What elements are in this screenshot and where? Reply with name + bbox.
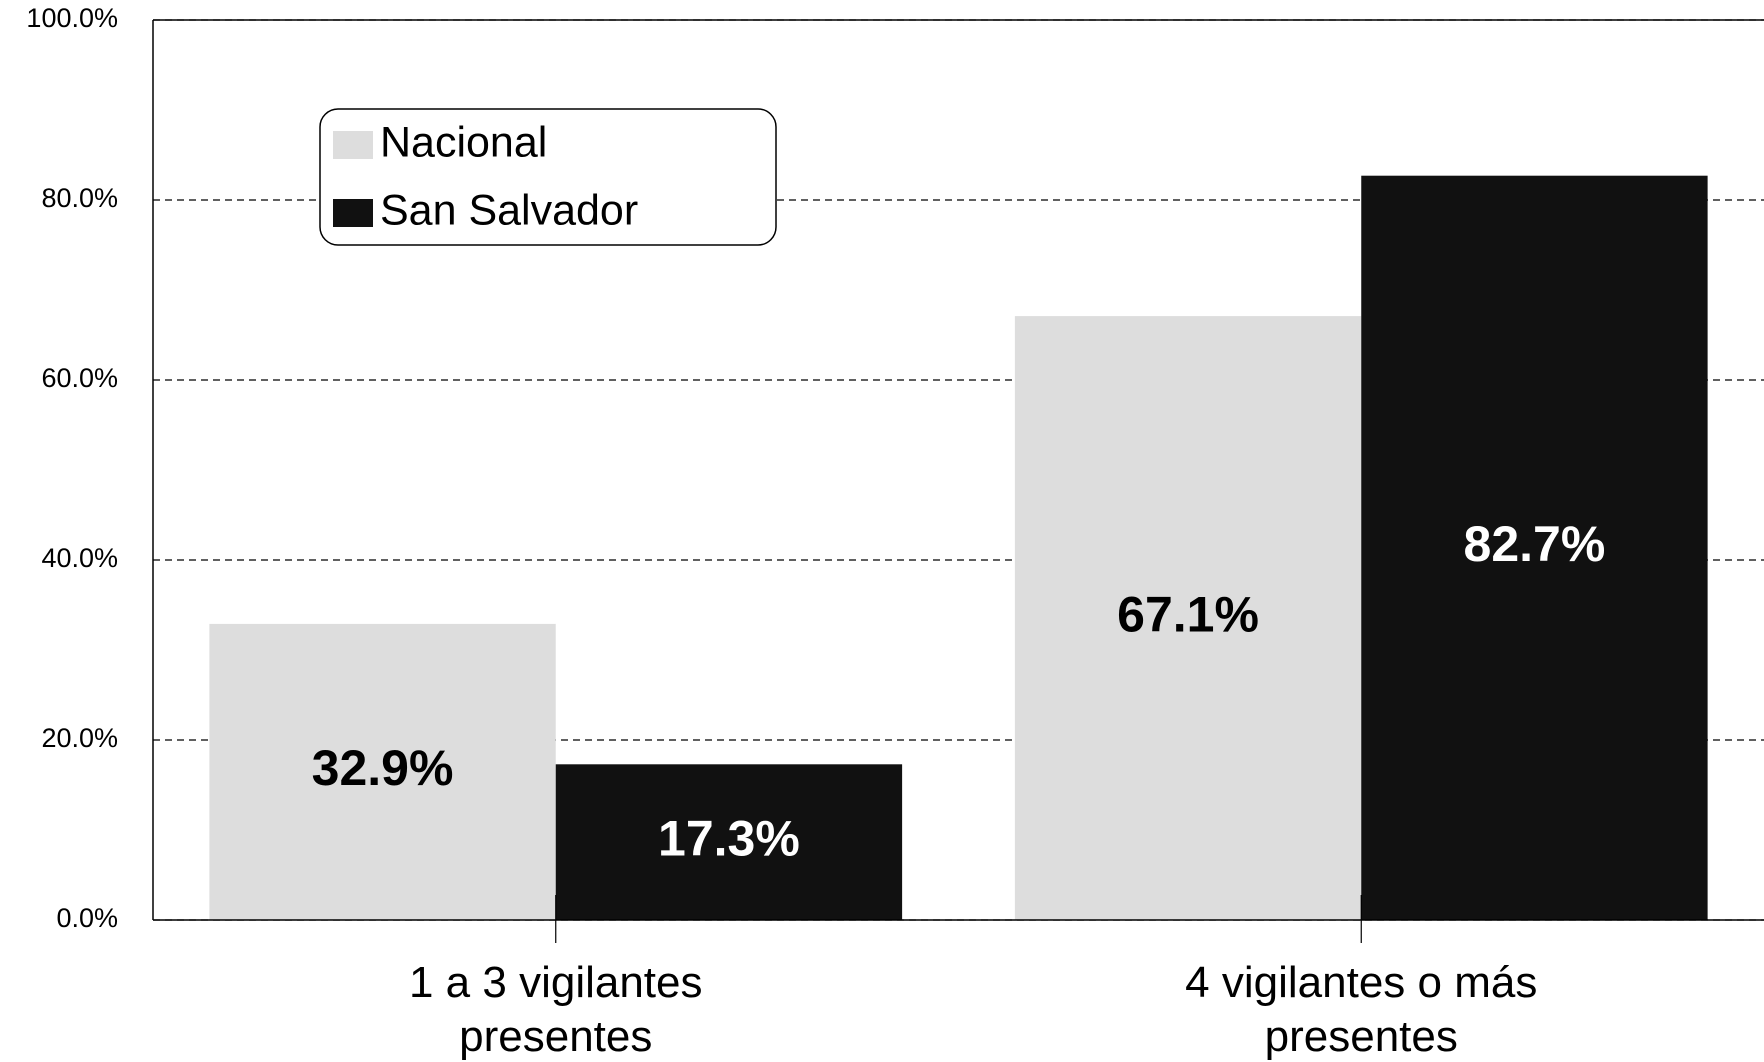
y-tick-label: 60.0% (41, 363, 118, 393)
y-tick-label: 0.0% (56, 903, 118, 933)
legend-swatch (333, 131, 373, 159)
y-tick-label: 20.0% (41, 723, 118, 753)
bar (1014, 316, 1362, 921)
legend-label: San Salvador (380, 186, 638, 234)
legend-box (319, 108, 777, 246)
bar (209, 623, 556, 920)
x-tick-label: 4 vigilantes o más presentes (1185, 958, 1537, 1061)
y-tick-label: 40.0% (41, 543, 118, 573)
bar (555, 764, 903, 920)
legend-swatch (333, 199, 373, 227)
x-tick-label: 1 a 3 vigilantes presentes (409, 958, 703, 1061)
value-label: 67.1% (1117, 586, 1259, 642)
value-label: 32.9% (312, 740, 454, 796)
legend-label: Nacional (380, 118, 547, 166)
y-tick-label: 80.0% (41, 183, 118, 213)
value-label: 17.3% (658, 810, 800, 866)
value-label: 82.7% (1464, 516, 1606, 572)
y-tick-label: 100.0% (26, 3, 118, 33)
bar (1361, 175, 1708, 920)
